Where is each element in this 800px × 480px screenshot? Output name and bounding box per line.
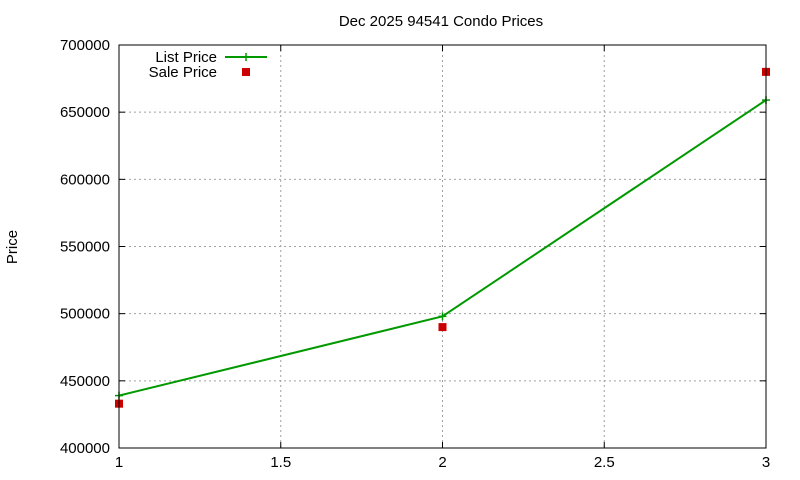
y-tick-label: 450000: [60, 373, 110, 390]
y-axis-label: Price: [4, 230, 21, 264]
x-tick-label: 1.5: [270, 454, 291, 471]
list-price-point: [438, 312, 447, 321]
legend-label: Sale Price: [149, 64, 217, 81]
y-tick-label: 700000: [60, 37, 110, 54]
legend-entry: List Price: [155, 49, 267, 66]
legend-label: List Price: [155, 49, 217, 66]
axis-ticks: 400000 450000 500000 550000 600000 650000 7000…: [60, 37, 770, 471]
y-tick-label: 600000: [60, 171, 110, 188]
legend-marker: [242, 53, 250, 61]
y-tick-label: 550000: [60, 239, 110, 256]
y-tick-label: 650000: [60, 104, 110, 121]
y-tick-label: 500000: [60, 306, 110, 323]
y-tick-label: 400000: [60, 440, 110, 457]
chart-title: Dec 2025 94541 Condo Prices: [339, 13, 543, 30]
legend-marker: [242, 68, 250, 76]
x-tick-label: 3: [762, 454, 770, 471]
x-tick-label: 1: [115, 454, 123, 471]
x-tick-label: 2: [438, 454, 446, 471]
legend-entry: Sale Price: [149, 64, 250, 81]
grid: [119, 45, 766, 448]
sale-price-point: [438, 323, 447, 332]
x-tick-label: 2.5: [594, 454, 615, 471]
